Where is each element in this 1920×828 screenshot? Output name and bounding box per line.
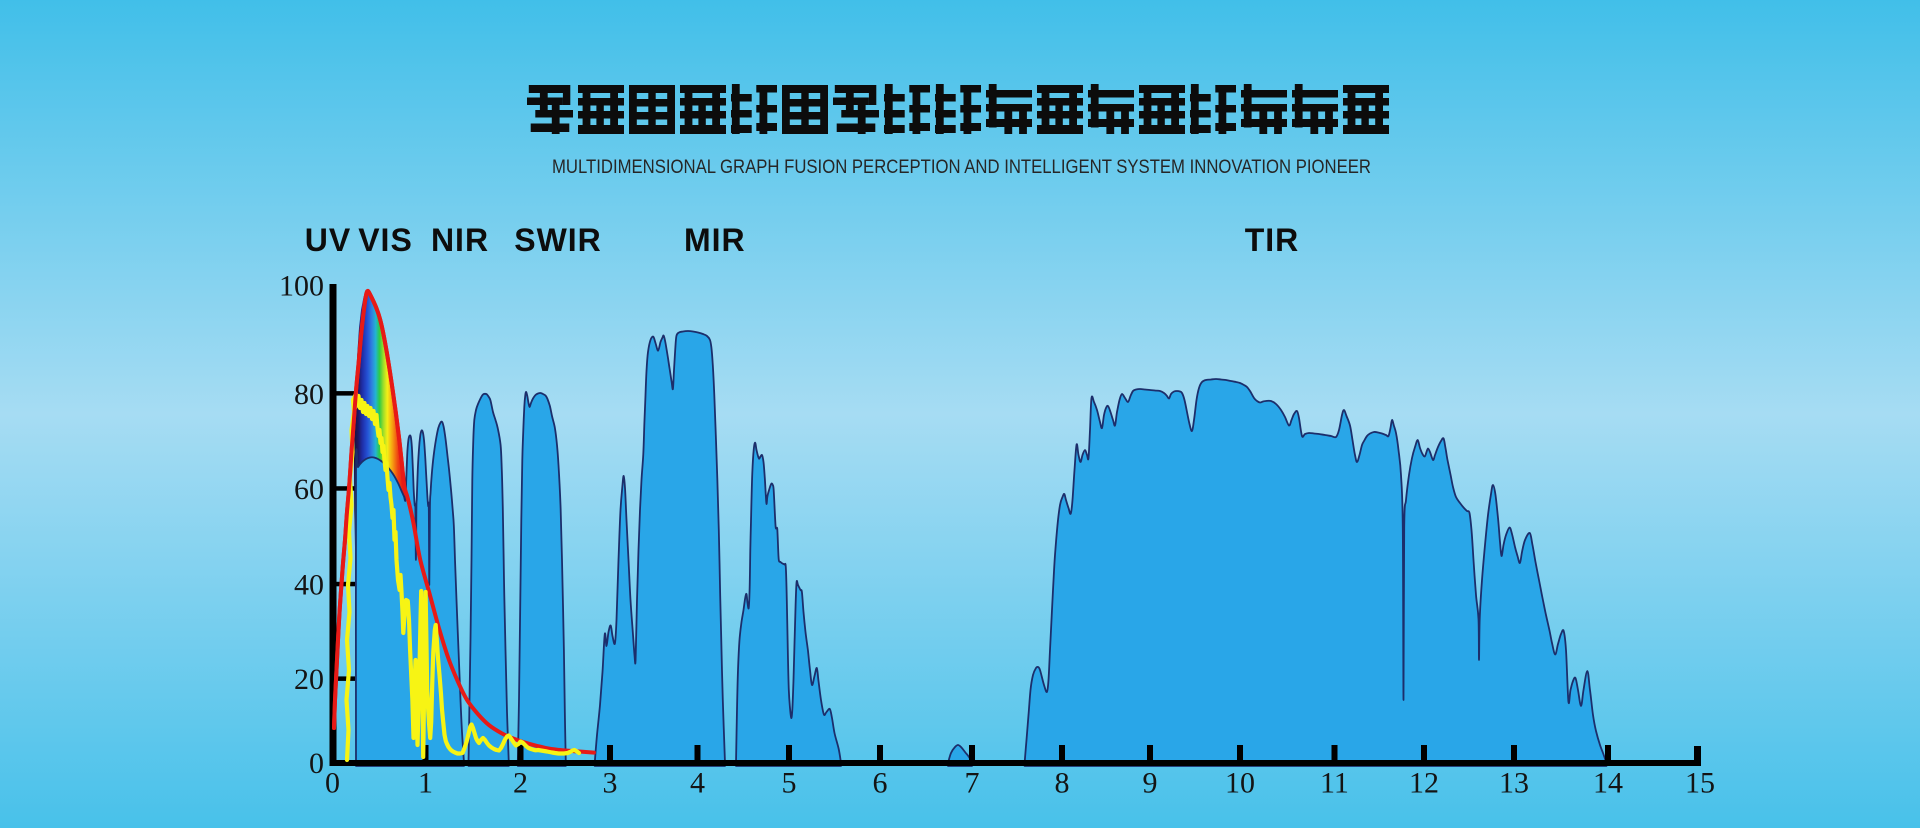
- svg-text:NIR: NIR: [431, 222, 489, 258]
- svg-text:10: 10: [1225, 767, 1255, 800]
- svg-text:MIR: MIR: [684, 222, 746, 258]
- svg-text:40: 40: [294, 569, 324, 602]
- svg-text:TIR: TIR: [1245, 222, 1300, 258]
- svg-text:15: 15: [1685, 767, 1715, 800]
- svg-text:2: 2: [513, 767, 528, 800]
- svg-text:6: 6: [873, 767, 888, 800]
- svg-text:9: 9: [1143, 767, 1158, 800]
- svg-text:100: 100: [279, 270, 324, 303]
- svg-text:MULTIDIMENSIONAL GRAPH FUSION: MULTIDIMENSIONAL GRAPH FUSION PERCEPTION…: [552, 156, 1371, 178]
- svg-text:12: 12: [1409, 767, 1439, 800]
- svg-text:SWIR: SWIR: [514, 222, 602, 258]
- svg-text:11: 11: [1320, 767, 1349, 800]
- svg-text:20: 20: [294, 663, 324, 696]
- svg-text:80: 80: [294, 378, 324, 411]
- svg-text:0: 0: [309, 747, 324, 780]
- svg-text:UV: UV: [305, 222, 351, 258]
- svg-text:8: 8: [1055, 767, 1070, 800]
- svg-text:7: 7: [965, 767, 980, 800]
- svg-text:3: 3: [603, 767, 618, 800]
- svg-text:5: 5: [782, 767, 797, 800]
- svg-text:1: 1: [418, 767, 433, 800]
- svg-text:VIS: VIS: [358, 222, 413, 258]
- svg-text:13: 13: [1499, 767, 1529, 800]
- svg-text:14: 14: [1593, 767, 1623, 800]
- svg-text:4: 4: [690, 767, 705, 800]
- svg-text:60: 60: [294, 473, 324, 506]
- svg-text:0: 0: [325, 767, 340, 800]
